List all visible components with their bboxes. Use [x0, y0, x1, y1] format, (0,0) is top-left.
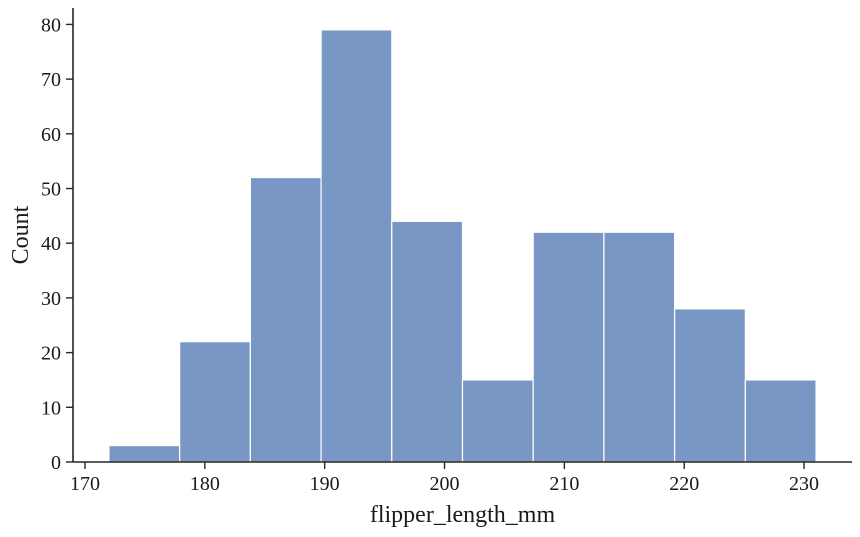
histogram-bar-9 — [744, 379, 817, 463]
y-tick-label: 10 — [41, 397, 61, 419]
histogram-bar-7 — [603, 231, 676, 463]
histogram-bar-6 — [532, 231, 605, 463]
y-tick-label: 70 — [41, 69, 61, 91]
y-tick-label: 40 — [41, 233, 61, 255]
histogram-bar-3 — [320, 29, 393, 463]
x-tick-label: 220 — [669, 473, 699, 495]
x-axis-title: flipper_length_mm — [370, 502, 556, 528]
y-tick-label: 0 — [51, 452, 61, 474]
y-tick-label: 50 — [41, 179, 61, 201]
histogram-bar-8 — [674, 308, 746, 463]
y-tick-label: 20 — [41, 343, 61, 365]
y-tick-label: 80 — [41, 14, 61, 36]
histogram-bar-4 — [391, 220, 464, 463]
histogram-bar-1 — [179, 341, 251, 463]
histogram-bar-0 — [108, 444, 181, 463]
x-tick-label: 230 — [789, 473, 819, 495]
x-tick-label: 180 — [190, 473, 220, 495]
y-tick-label: 30 — [41, 288, 61, 310]
bars-group — [108, 29, 817, 463]
x-axis-ticks: 170 180 190 200 210 220 230 — [70, 462, 819, 495]
x-tick-label: 190 — [310, 473, 340, 495]
histogram-bar-2 — [249, 176, 322, 463]
y-axis-ticks: 0 10 20 30 40 50 60 70 80 — [41, 14, 73, 474]
x-tick-label: 200 — [430, 473, 460, 495]
y-tick-label: 60 — [41, 124, 61, 146]
y-axis-title: Count — [8, 205, 34, 264]
x-tick-label: 210 — [549, 473, 579, 495]
histogram-bar-5 — [461, 379, 534, 463]
x-tick-label: 170 — [70, 473, 100, 495]
